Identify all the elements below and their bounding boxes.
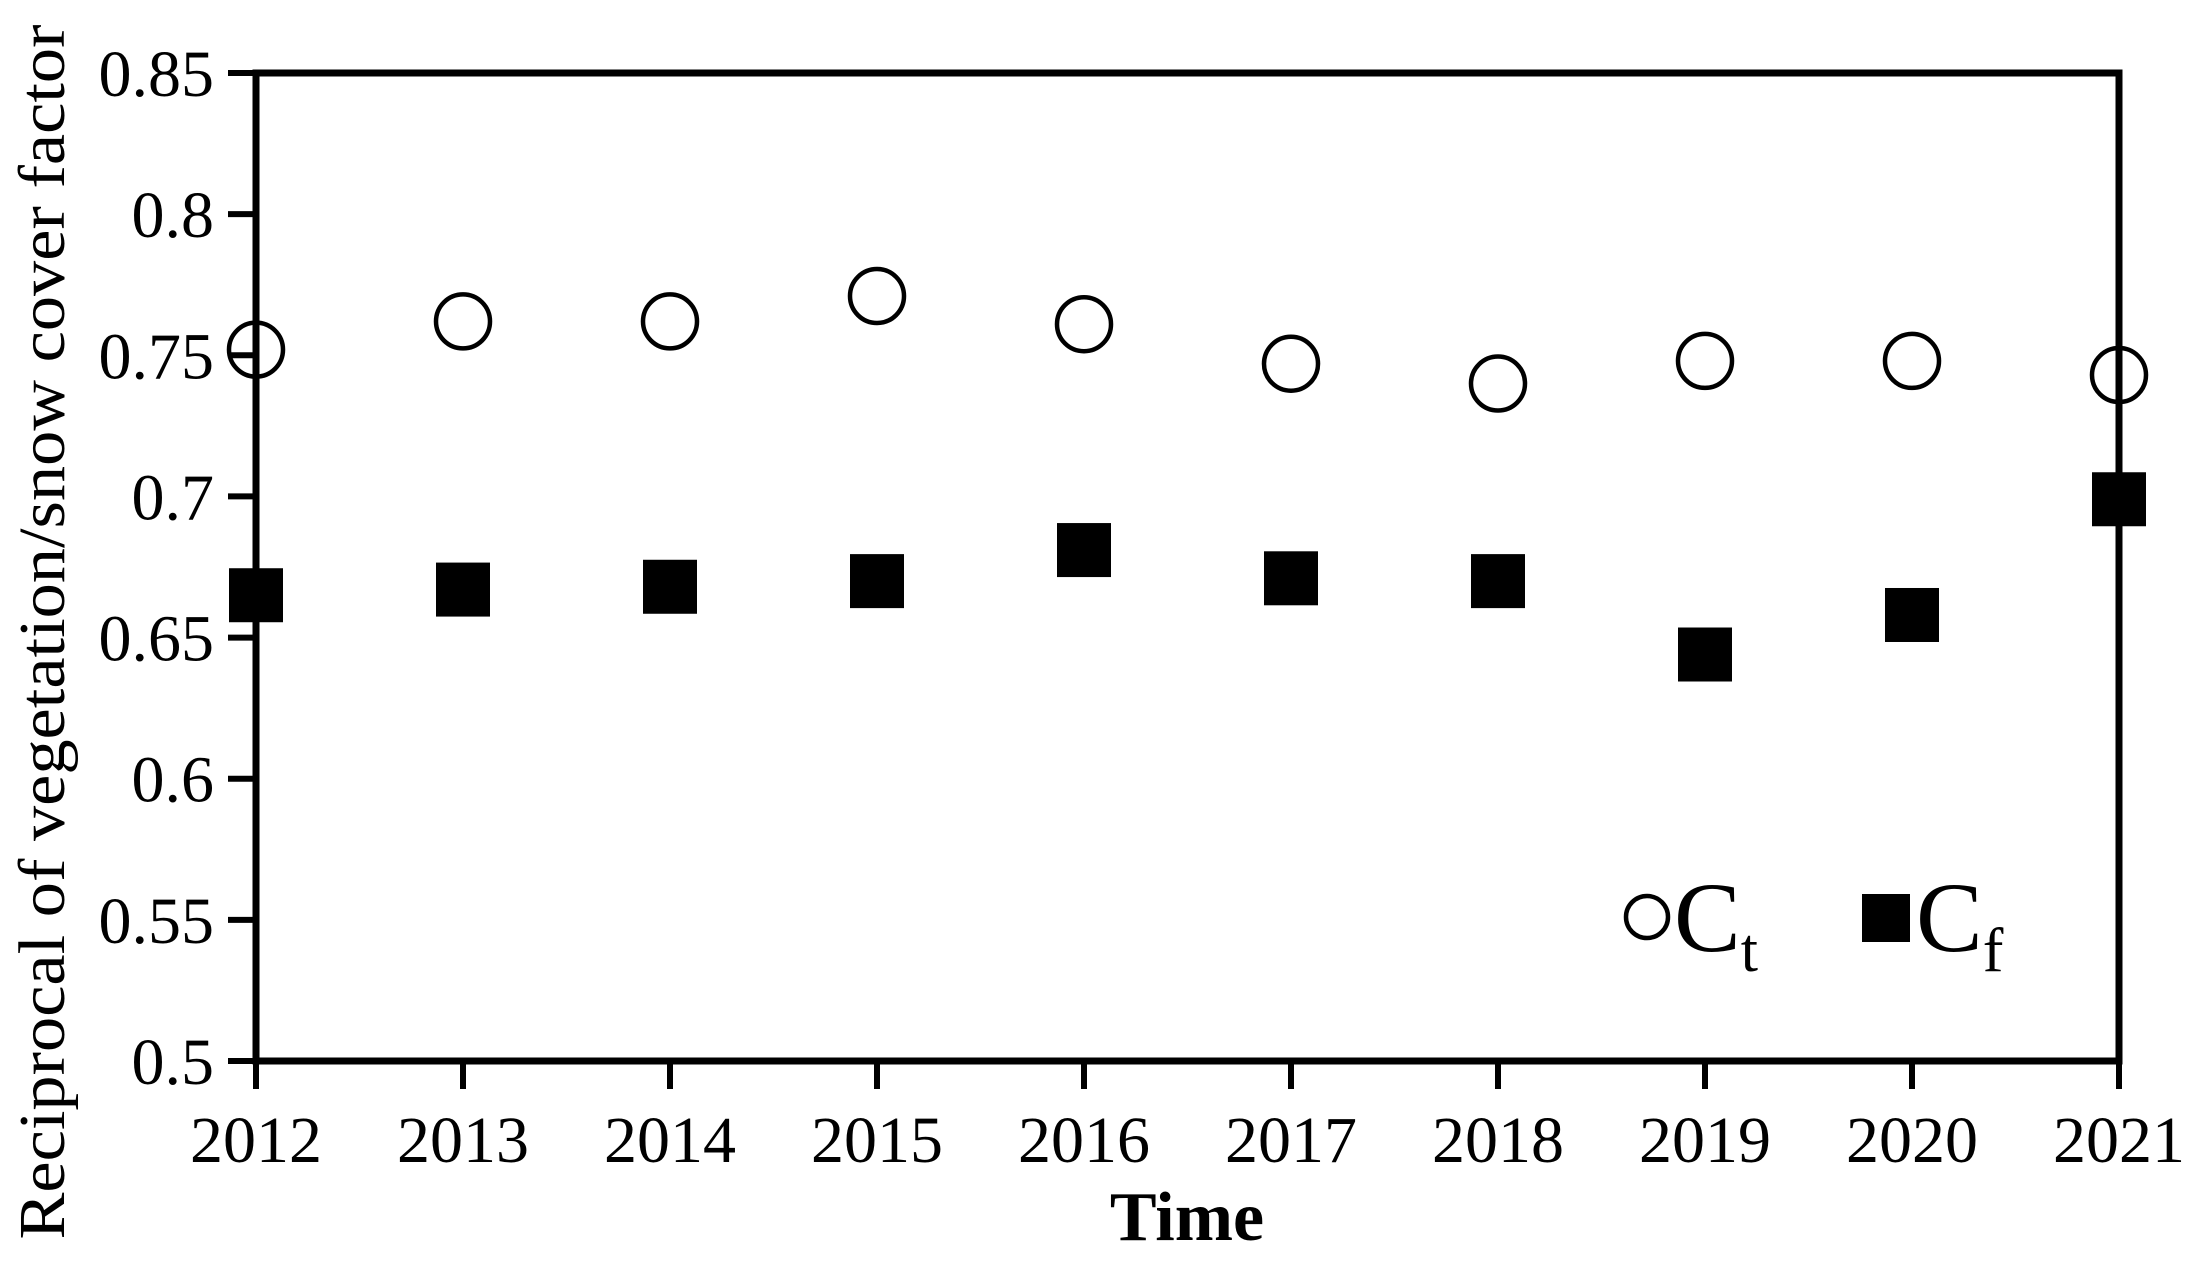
data-point-cf-2021 — [2092, 472, 2146, 527]
data-point-ct-2016 — [1054, 294, 1114, 354]
data-point-ct-2015 — [847, 266, 907, 326]
x-tick-label-2017: 2017 — [1225, 1104, 1357, 1177]
legend-ct-label-main: C — [1674, 862, 1741, 973]
y-tick-label-0.85: 0.85 — [99, 38, 215, 111]
x-tick-label-2013: 2013 — [397, 1104, 529, 1177]
data-point-ct-2013 — [433, 292, 493, 351]
y-axis-ticks: 0.5 0.55 0.6 0.65 0.7 0.75 0.8 0.85 — [99, 38, 256, 1099]
x-tick-label-2012: 2012 — [190, 1104, 322, 1177]
x-tick-label-2019: 2019 — [1639, 1104, 1771, 1177]
x-tick-label-2014: 2014 — [604, 1104, 736, 1177]
series-cf-points — [229, 472, 2146, 682]
legend-cf-label-main: C — [1916, 862, 1983, 973]
y-tick-label-0.55: 0.55 — [99, 885, 215, 958]
x-tick-label-2016: 2016 — [1018, 1104, 1150, 1177]
series-ct-points — [226, 266, 2149, 413]
data-point-ct-2017 — [1261, 334, 1321, 394]
legend: Ct Cf — [1623, 862, 2004, 985]
x-axis-title: Time — [1110, 1179, 1264, 1256]
legend-cf-label: Cf — [1916, 862, 2004, 985]
y-tick-label-0.75: 0.75 — [99, 320, 215, 393]
y-tick-label-0.65: 0.65 — [99, 603, 215, 676]
data-point-cf-2020 — [1885, 587, 1939, 642]
data-point-cf-2013 — [436, 562, 490, 617]
data-point-cf-2016 — [1057, 523, 1111, 578]
legend-ct-circle-icon — [1623, 893, 1671, 941]
legend-cf-square-icon — [1862, 894, 1910, 942]
data-point-ct-2021 — [2089, 345, 2149, 405]
data-point-cf-2019 — [1678, 627, 1732, 682]
data-point-cf-2014 — [643, 559, 697, 614]
data-point-ct-2018 — [1468, 354, 1528, 413]
y-tick-label-0.8: 0.8 — [132, 179, 215, 252]
y-tick-label-0.5: 0.5 — [132, 1026, 215, 1099]
data-point-ct-2014 — [640, 292, 700, 351]
data-point-ct-2019 — [1675, 331, 1735, 391]
data-point-cf-2012 — [229, 568, 283, 623]
x-tick-label-2018: 2018 — [1432, 1104, 1564, 1177]
x-tick-label-2015: 2015 — [811, 1104, 943, 1177]
data-point-cf-2017 — [1264, 551, 1318, 606]
x-tick-label-2021: 2021 — [2053, 1104, 2185, 1177]
plot-border — [252, 69, 2123, 1065]
data-point-ct-2020 — [1882, 331, 1942, 391]
legend-ct-label: Ct — [1674, 862, 1758, 985]
y-tick-label-0.7: 0.7 — [132, 461, 215, 534]
data-point-ct-2012 — [226, 320, 286, 379]
x-tick-label-2020: 2020 — [1846, 1104, 1978, 1177]
data-point-cf-2015 — [850, 554, 904, 609]
legend-ct-label-subscript: t — [1741, 917, 1758, 985]
data-point-cf-2018 — [1471, 554, 1525, 609]
legend-cf-label-subscript: f — [1983, 917, 2004, 985]
y-axis-title: Reciprocal of vegetation/snow cover fact… — [6, 24, 79, 1239]
y-tick-label-0.6: 0.6 — [132, 744, 215, 817]
x-axis-ticks: 2012 2013 2014 2015 2016 2017 2018 2019 2020 2021 — [190, 1061, 2185, 1177]
